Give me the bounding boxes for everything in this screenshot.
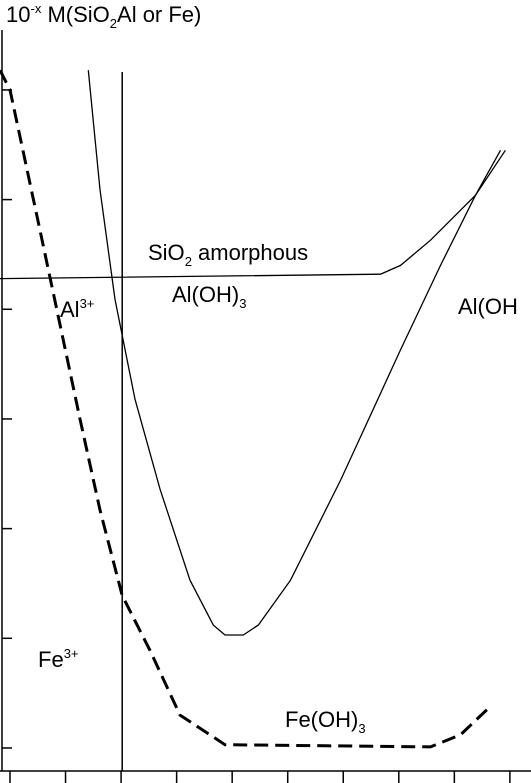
annotation-sup: -x xyxy=(30,1,41,16)
annotation-text: amorphous xyxy=(192,240,308,265)
annotation-text: Fe xyxy=(38,647,64,672)
annotation-sub: 3 xyxy=(239,296,246,311)
annotation-text: M(SiO xyxy=(41,2,109,27)
annotation-text: Fe(OH) xyxy=(285,707,358,732)
annotation-text: Al(OH xyxy=(458,294,518,319)
annotation: 10-x M(SiO2Al or Fe) xyxy=(6,1,201,31)
curve xyxy=(87,70,502,636)
annotation: Fe(OH)3 xyxy=(285,707,366,736)
curve xyxy=(0,69,492,749)
annotation: Al(OH)3 xyxy=(172,282,246,311)
annotation: Al3+ xyxy=(60,296,94,322)
annotation: SiO2 amorphous xyxy=(148,240,308,269)
annotation-text: Al xyxy=(60,297,80,322)
annotation-sup: 3+ xyxy=(64,646,79,661)
annotation-text: Al or Fe) xyxy=(117,2,201,27)
annotation: Fe3+ xyxy=(38,646,79,672)
annotation-text: 10 xyxy=(6,2,30,27)
annotation-sub: 3 xyxy=(358,721,365,736)
annotation-sub: 2 xyxy=(110,16,117,31)
annotation-text: SiO xyxy=(148,240,185,265)
annotation: Al(OH xyxy=(458,294,518,319)
annotation-sup: 3+ xyxy=(80,296,95,311)
annotation-sub: 2 xyxy=(185,254,192,269)
curve xyxy=(0,149,506,280)
annotation-text: Al(OH) xyxy=(172,282,239,307)
